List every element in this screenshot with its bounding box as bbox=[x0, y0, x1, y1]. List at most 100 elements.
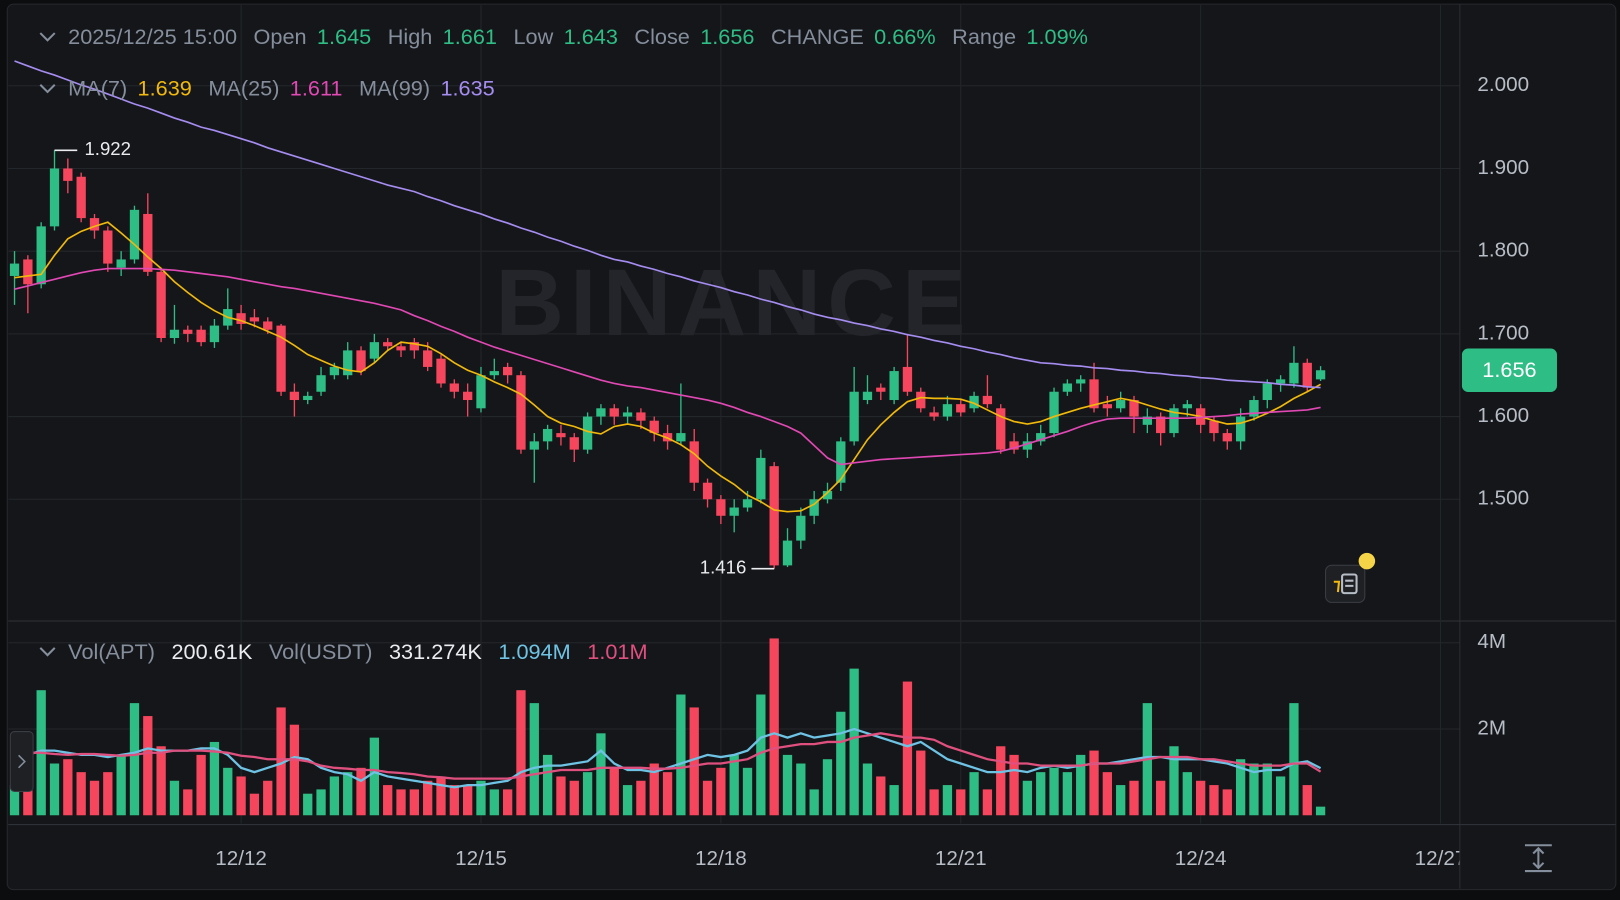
ma-line bbox=[14, 221, 1321, 513]
volume-bar bbox=[1116, 785, 1126, 816]
candle-body bbox=[396, 346, 406, 351]
volume-bar bbox=[76, 772, 86, 816]
candle-body bbox=[502, 366, 513, 376]
volume-bar bbox=[796, 763, 806, 816]
candle-body bbox=[476, 375, 486, 409]
side-tab[interactable] bbox=[9, 731, 34, 793]
volume-bar bbox=[516, 690, 526, 816]
candle-body bbox=[63, 168, 73, 181]
volume-bar bbox=[742, 767, 753, 816]
volume-bar bbox=[956, 789, 966, 816]
candle-body bbox=[116, 259, 126, 268]
candle-body bbox=[9, 263, 20, 276]
volume-bar bbox=[169, 780, 180, 816]
volume-bar bbox=[529, 703, 539, 816]
candle-body bbox=[862, 391, 873, 401]
high-marker-label: 1.922 bbox=[84, 138, 130, 159]
candle-body bbox=[1315, 370, 1326, 380]
candle-body bbox=[556, 433, 566, 438]
volume-bar bbox=[502, 789, 513, 816]
volume-bar bbox=[276, 707, 286, 816]
candle-body bbox=[542, 428, 553, 442]
x-tick-label: 12/24 bbox=[1175, 847, 1227, 870]
candle-body bbox=[1049, 391, 1059, 434]
volume-bar bbox=[769, 638, 779, 816]
volume-bar bbox=[836, 711, 846, 816]
candle-body bbox=[1036, 433, 1046, 442]
candle-body bbox=[702, 482, 713, 500]
volume-bar bbox=[1062, 772, 1073, 816]
candle-body bbox=[742, 499, 753, 508]
volume-bar bbox=[476, 780, 486, 816]
volume-bar bbox=[423, 780, 433, 816]
volume-bar bbox=[609, 767, 619, 816]
legend-value: 1.635 bbox=[440, 76, 494, 101]
legend-value: 331.274K bbox=[389, 639, 482, 664]
volume-bar bbox=[942, 785, 953, 816]
candle-body bbox=[383, 342, 393, 347]
legend-label: MA(7) bbox=[68, 76, 127, 101]
volume-bar bbox=[756, 694, 766, 816]
candle-body bbox=[423, 350, 433, 367]
collapse-chevron[interactable] bbox=[39, 83, 56, 94]
scale-reset-button[interactable] bbox=[1524, 844, 1552, 873]
legend-value: 1.661 bbox=[443, 24, 497, 49]
candle-body bbox=[609, 408, 619, 417]
x-tick-label: 12/12 bbox=[215, 847, 267, 870]
candle-body bbox=[249, 317, 260, 322]
volume-bar bbox=[1089, 750, 1099, 816]
candle-body bbox=[622, 412, 633, 417]
candle-body bbox=[183, 329, 193, 334]
candle-body bbox=[36, 226, 46, 285]
candle-body bbox=[969, 395, 979, 409]
volume-bar bbox=[316, 789, 326, 816]
collapse-chevron[interactable] bbox=[39, 32, 56, 42]
volume-bar bbox=[369, 737, 380, 816]
x-tick-label: 12/15 bbox=[455, 847, 507, 870]
candle-body bbox=[343, 350, 353, 376]
candle-body bbox=[796, 515, 806, 541]
candle-body bbox=[809, 499, 819, 516]
last-price-label: 1.656 bbox=[1482, 357, 1536, 382]
candle-body bbox=[49, 168, 60, 227]
volume-bar bbox=[183, 789, 193, 816]
notes-button[interactable] bbox=[1325, 552, 1376, 603]
volume-bar bbox=[356, 767, 366, 816]
volume-bar bbox=[1169, 746, 1179, 816]
volume-bar bbox=[1129, 780, 1139, 816]
candle-body bbox=[902, 366, 913, 392]
volume-bar bbox=[103, 772, 113, 816]
candle-body bbox=[649, 420, 659, 434]
volume-bar bbox=[449, 785, 459, 816]
candle-body bbox=[263, 321, 273, 330]
volume-bar bbox=[849, 668, 859, 816]
legend-label: Vol(APT) bbox=[68, 639, 155, 664]
candle-body bbox=[143, 213, 153, 272]
volume-bar bbox=[542, 754, 553, 816]
candle-body bbox=[636, 412, 646, 421]
candle-body bbox=[103, 230, 113, 264]
volume-bar bbox=[1102, 772, 1113, 816]
candle-body bbox=[329, 366, 340, 376]
volume-bar bbox=[916, 750, 926, 816]
volume-bar bbox=[862, 763, 873, 816]
collapse-chevron[interactable] bbox=[39, 647, 56, 657]
candle-body bbox=[1076, 379, 1086, 384]
volume-bar bbox=[1076, 754, 1086, 816]
candle-body bbox=[1209, 420, 1219, 434]
volume-bar bbox=[982, 789, 993, 816]
candle-body bbox=[849, 391, 859, 442]
candle-body bbox=[516, 375, 526, 450]
candle-body bbox=[489, 371, 499, 376]
volume-bar bbox=[489, 789, 499, 816]
candle-body bbox=[836, 441, 846, 483]
candle-body bbox=[716, 499, 726, 516]
candle-body bbox=[582, 416, 593, 450]
legend-label: MA(25) bbox=[208, 76, 279, 101]
x-tick-label: 12/18 bbox=[695, 847, 747, 870]
volume-bar bbox=[822, 759, 833, 816]
candle-body bbox=[916, 391, 926, 409]
volume-bar bbox=[622, 785, 633, 816]
candle-body bbox=[596, 408, 606, 417]
legend-value: 0.66% bbox=[874, 24, 935, 49]
